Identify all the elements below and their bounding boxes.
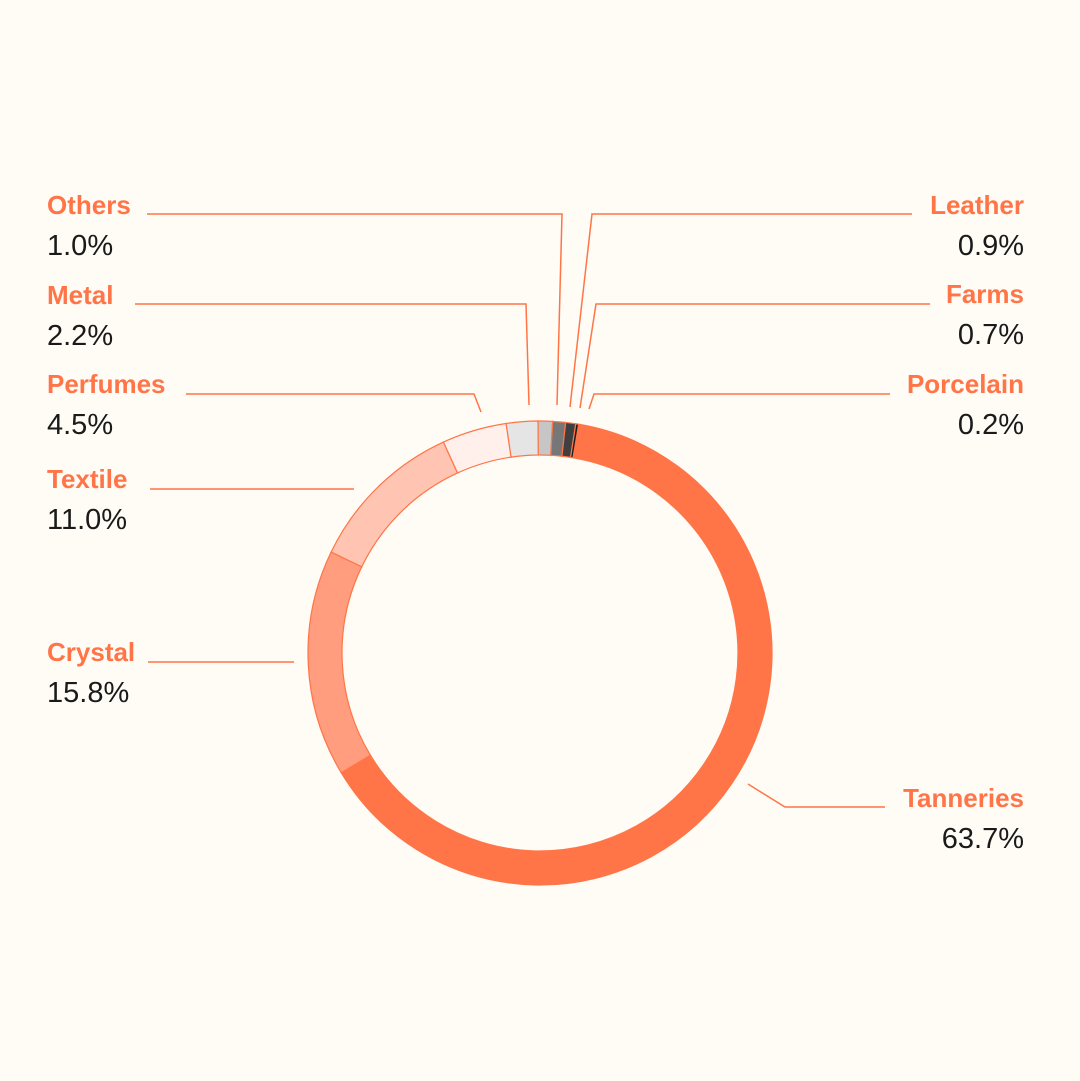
leader-line-metal	[135, 303, 530, 406]
leader-lines	[135, 213, 930, 808]
slice-perfumes	[442, 422, 512, 474]
label-value-farms: 0.7%	[958, 319, 1024, 351]
label-value-metal: 2.2%	[47, 320, 113, 352]
slice-metal	[505, 420, 539, 458]
label-name-farms: Farms	[946, 279, 1024, 309]
label-name-crystal: Crystal	[47, 637, 135, 667]
label-value-perfumes: 4.5%	[47, 409, 113, 441]
label-value-porcelain: 0.2%	[958, 409, 1024, 441]
label-value-textile: 11.0%	[47, 504, 127, 536]
label-name-leather: Leather	[930, 190, 1024, 220]
slice-textile	[330, 441, 459, 568]
slice-crystal	[307, 551, 372, 774]
label-value-leather: 0.9%	[958, 230, 1024, 262]
slice-porcelain	[569, 423, 580, 459]
leader-line-tanneries	[747, 783, 885, 808]
leader-line-porcelain	[588, 393, 890, 410]
leader-line-others	[147, 213, 563, 406]
leader-line-perfumes	[186, 393, 482, 413]
label-name-textile: Textile	[47, 464, 127, 494]
label-name-others: Others	[47, 190, 131, 220]
label-value-tanneries: 63.7%	[942, 823, 1024, 855]
donut-slices	[307, 420, 773, 886]
slice-labels: Tanneries 63.7% Crystal 15.8% Textile 11.0% Pe…	[47, 190, 1024, 855]
label-value-crystal: 15.8%	[47, 677, 129, 709]
slice-others	[537, 420, 554, 456]
label-name-perfumes: Perfumes	[47, 369, 166, 399]
label-name-metal: Metal	[47, 280, 113, 310]
slice-tanneries	[340, 423, 773, 886]
leader-line-leather	[569, 213, 912, 408]
leader-line-farms	[579, 303, 930, 409]
label-name-porcelain: Porcelain	[907, 369, 1024, 399]
label-name-tanneries: Tanneries	[903, 783, 1024, 813]
label-value-others: 1.0%	[47, 230, 113, 262]
